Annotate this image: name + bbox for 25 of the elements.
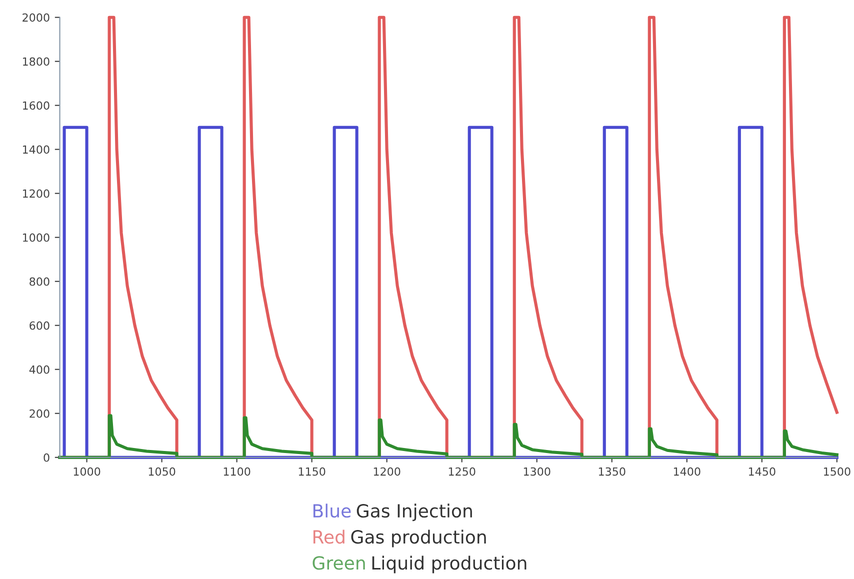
y-tick-label: 400 bbox=[29, 365, 50, 374]
x-tick-label: 1150 bbox=[298, 467, 326, 476]
x-tick-label: 1400 bbox=[674, 467, 700, 476]
x-tick-label: 1250 bbox=[448, 467, 476, 476]
text: Blue Gas Injection bbox=[313, 504, 472, 522]
y-tick-label: 800 bbox=[30, 277, 50, 286]
y-tick-label: 1200 bbox=[23, 189, 50, 198]
x-tick-label: 1100 bbox=[224, 467, 250, 476]
x-tick-label: 1000 bbox=[74, 467, 100, 476]
text: Red Gas production bbox=[313, 530, 486, 548]
y-tick-label: 1000 bbox=[23, 233, 50, 242]
y-tick-label: 1800 bbox=[23, 57, 50, 66]
y-tick-label: 2000 bbox=[22, 13, 50, 22]
y-tick-label: 1600 bbox=[23, 101, 50, 110]
text: Green Liquid production bbox=[312, 556, 526, 574]
x-tick-label: 1450 bbox=[748, 467, 776, 476]
x-tick-label: 1350 bbox=[598, 467, 626, 476]
y-tick-label: 200 bbox=[30, 409, 50, 418]
x-tick-label: 1200 bbox=[374, 467, 400, 476]
x-tick-label: 1500 bbox=[824, 467, 850, 476]
y-tick-label: 1400 bbox=[23, 145, 50, 154]
y-tick-label: 0 bbox=[44, 453, 50, 462]
y-tick-label: 600 bbox=[30, 321, 50, 330]
x-tick-label: 1050 bbox=[148, 467, 176, 476]
x-tick-label: 1300 bbox=[524, 467, 550, 476]
